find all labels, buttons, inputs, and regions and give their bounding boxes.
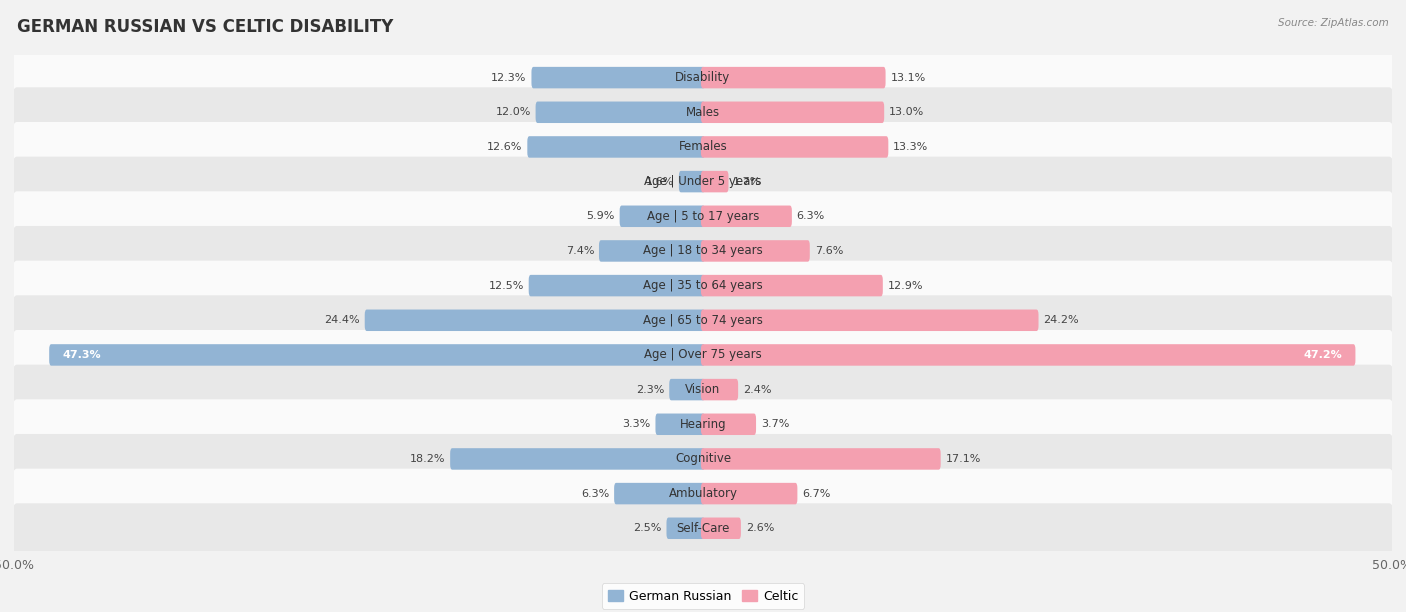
Text: 12.0%: 12.0%: [495, 107, 531, 118]
FancyBboxPatch shape: [450, 448, 704, 469]
FancyBboxPatch shape: [529, 275, 704, 296]
Text: 2.6%: 2.6%: [745, 523, 775, 533]
FancyBboxPatch shape: [13, 399, 1393, 449]
Text: Age | 65 to 74 years: Age | 65 to 74 years: [643, 314, 763, 327]
FancyBboxPatch shape: [666, 518, 704, 539]
Text: Females: Females: [679, 140, 727, 154]
Text: 6.7%: 6.7%: [803, 488, 831, 499]
Text: Cognitive: Cognitive: [675, 452, 731, 466]
FancyBboxPatch shape: [13, 434, 1393, 484]
Text: 13.1%: 13.1%: [890, 73, 925, 83]
Text: 5.9%: 5.9%: [586, 211, 614, 222]
Text: 24.4%: 24.4%: [325, 315, 360, 325]
FancyBboxPatch shape: [527, 136, 704, 158]
FancyBboxPatch shape: [702, 240, 810, 262]
FancyBboxPatch shape: [49, 344, 704, 366]
Text: 47.2%: 47.2%: [1303, 350, 1343, 360]
Text: 24.2%: 24.2%: [1043, 315, 1078, 325]
FancyBboxPatch shape: [536, 102, 704, 123]
FancyBboxPatch shape: [531, 67, 704, 88]
Text: Source: ZipAtlas.com: Source: ZipAtlas.com: [1278, 18, 1389, 28]
Text: Males: Males: [686, 106, 720, 119]
FancyBboxPatch shape: [620, 206, 704, 227]
Text: Self-Care: Self-Care: [676, 522, 730, 535]
FancyBboxPatch shape: [655, 414, 704, 435]
Text: 7.6%: 7.6%: [814, 246, 844, 256]
FancyBboxPatch shape: [702, 206, 792, 227]
FancyBboxPatch shape: [702, 171, 728, 192]
FancyBboxPatch shape: [13, 469, 1393, 518]
FancyBboxPatch shape: [13, 88, 1393, 137]
Text: 12.9%: 12.9%: [887, 281, 924, 291]
Text: GERMAN RUSSIAN VS CELTIC DISABILITY: GERMAN RUSSIAN VS CELTIC DISABILITY: [17, 18, 394, 36]
Text: 3.3%: 3.3%: [623, 419, 651, 429]
FancyBboxPatch shape: [364, 310, 704, 331]
Text: 2.4%: 2.4%: [742, 384, 772, 395]
FancyBboxPatch shape: [702, 310, 1039, 331]
Text: Age | 5 to 17 years: Age | 5 to 17 years: [647, 210, 759, 223]
Text: Age | 18 to 34 years: Age | 18 to 34 years: [643, 244, 763, 258]
Text: 17.1%: 17.1%: [945, 454, 981, 464]
FancyBboxPatch shape: [702, 275, 883, 296]
Text: Hearing: Hearing: [679, 418, 727, 431]
FancyBboxPatch shape: [702, 344, 1355, 366]
Text: Age | 35 to 64 years: Age | 35 to 64 years: [643, 279, 763, 292]
FancyBboxPatch shape: [679, 171, 704, 192]
FancyBboxPatch shape: [702, 136, 889, 158]
Text: 13.0%: 13.0%: [889, 107, 924, 118]
Text: 2.3%: 2.3%: [636, 384, 665, 395]
Text: 6.3%: 6.3%: [797, 211, 825, 222]
Text: Disability: Disability: [675, 71, 731, 84]
Text: Age | Under 5 years: Age | Under 5 years: [644, 175, 762, 188]
Text: 47.3%: 47.3%: [62, 350, 101, 360]
FancyBboxPatch shape: [13, 296, 1393, 345]
Text: 12.3%: 12.3%: [491, 73, 527, 83]
Text: 6.3%: 6.3%: [581, 488, 609, 499]
FancyBboxPatch shape: [702, 414, 756, 435]
Text: 13.3%: 13.3%: [893, 142, 928, 152]
FancyBboxPatch shape: [702, 518, 741, 539]
FancyBboxPatch shape: [702, 67, 886, 88]
Legend: German Russian, Celtic: German Russian, Celtic: [602, 583, 804, 609]
FancyBboxPatch shape: [13, 330, 1393, 380]
Text: 3.7%: 3.7%: [761, 419, 789, 429]
FancyBboxPatch shape: [702, 102, 884, 123]
FancyBboxPatch shape: [669, 379, 704, 400]
FancyBboxPatch shape: [13, 157, 1393, 207]
Text: 2.5%: 2.5%: [633, 523, 662, 533]
Text: 12.6%: 12.6%: [486, 142, 523, 152]
Text: Age | Over 75 years: Age | Over 75 years: [644, 348, 762, 362]
FancyBboxPatch shape: [13, 122, 1393, 172]
Text: 12.5%: 12.5%: [488, 281, 524, 291]
FancyBboxPatch shape: [13, 503, 1393, 553]
Text: Vision: Vision: [685, 383, 721, 396]
Text: 1.7%: 1.7%: [734, 177, 762, 187]
FancyBboxPatch shape: [702, 379, 738, 400]
FancyBboxPatch shape: [599, 240, 704, 262]
FancyBboxPatch shape: [13, 261, 1393, 310]
Text: 18.2%: 18.2%: [409, 454, 446, 464]
FancyBboxPatch shape: [702, 483, 797, 504]
FancyBboxPatch shape: [13, 226, 1393, 276]
Text: Ambulatory: Ambulatory: [668, 487, 738, 500]
FancyBboxPatch shape: [13, 365, 1393, 414]
FancyBboxPatch shape: [13, 192, 1393, 241]
FancyBboxPatch shape: [614, 483, 704, 504]
Text: 7.4%: 7.4%: [565, 246, 595, 256]
FancyBboxPatch shape: [13, 53, 1393, 103]
Text: 1.6%: 1.6%: [645, 177, 673, 187]
FancyBboxPatch shape: [702, 448, 941, 469]
